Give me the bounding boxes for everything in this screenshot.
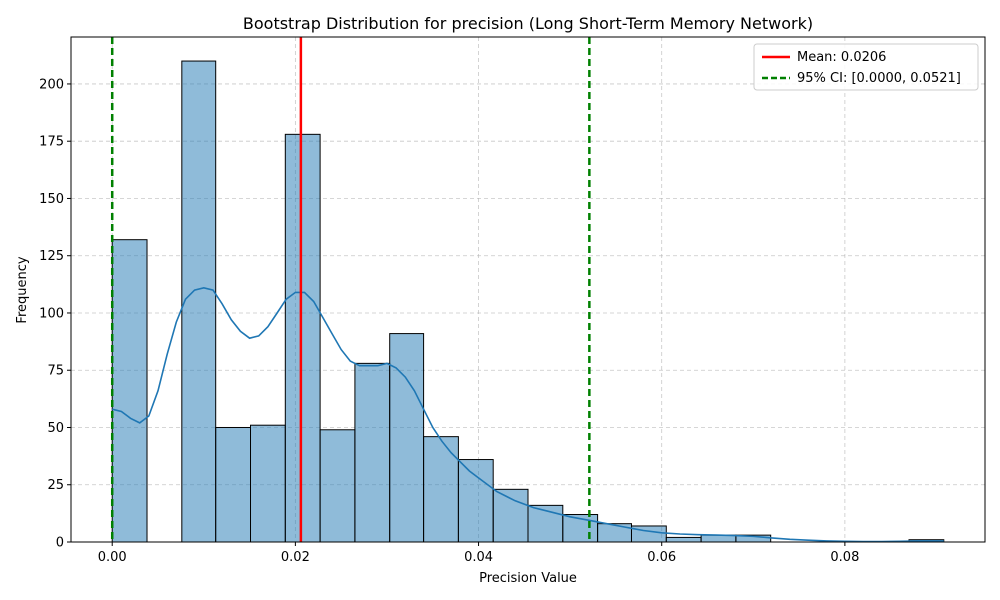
histogram-bar bbox=[389, 333, 425, 543]
histogram-bars bbox=[111, 60, 945, 543]
chart-title: Bootstrap Distribution for precision (Lo… bbox=[243, 14, 813, 33]
y-tick-label: 175 bbox=[39, 135, 64, 150]
y-axis-ticks: 0 25 50 75 100 125 150 175 200 bbox=[39, 77, 71, 551]
legend: Mean: 0.0206 95% CI: [0.0000, 0.0521] bbox=[753, 43, 979, 91]
histogram-bar bbox=[665, 536, 702, 543]
histogram-bar bbox=[527, 504, 564, 543]
histogram-bar bbox=[215, 426, 252, 543]
histogram-bar bbox=[181, 60, 217, 543]
histogram-bar bbox=[250, 424, 286, 543]
y-tick-label: 50 bbox=[47, 421, 64, 436]
y-tick-label: 0 bbox=[56, 536, 64, 551]
y-tick-label: 200 bbox=[39, 77, 64, 92]
y-tick-label: 125 bbox=[39, 249, 64, 264]
x-axis-ticks: 0.00 0.02 0.04 0.06 0.08 bbox=[98, 542, 859, 565]
histogram-bar bbox=[597, 523, 632, 543]
y-tick-label: 100 bbox=[39, 306, 64, 321]
reference-lines bbox=[110, 37, 591, 542]
histogram-bar bbox=[630, 525, 667, 543]
y-tick-label: 150 bbox=[39, 192, 64, 207]
histogram-bar bbox=[319, 429, 356, 543]
histogram-bar bbox=[354, 362, 391, 543]
histogram-bar bbox=[492, 488, 529, 543]
x-tick-label: 0.02 bbox=[281, 550, 310, 565]
legend-mean-label: Mean: 0.0206 bbox=[797, 50, 886, 65]
histogram-bar bbox=[111, 239, 148, 543]
y-tick-label: 25 bbox=[47, 478, 64, 493]
x-tick-label: 0.04 bbox=[464, 550, 493, 565]
histogram-bar bbox=[457, 459, 494, 543]
histogram-bar bbox=[423, 436, 459, 543]
x-tick-label: 0.08 bbox=[830, 550, 859, 565]
plot-area-frame bbox=[70, 36, 986, 543]
legend-ci-label: 95% CI: [0.0000, 0.0521] bbox=[797, 71, 961, 86]
y-tick-label: 75 bbox=[47, 364, 64, 379]
x-axis-label: Precision Value bbox=[479, 571, 577, 586]
kde-curve bbox=[112, 286, 944, 543]
x-tick-label: 0.00 bbox=[98, 550, 127, 565]
y-axis-label: Frequency bbox=[15, 256, 30, 323]
histogram-bar bbox=[284, 133, 321, 543]
x-tick-label: 0.06 bbox=[647, 550, 676, 565]
legend-box bbox=[753, 43, 979, 91]
